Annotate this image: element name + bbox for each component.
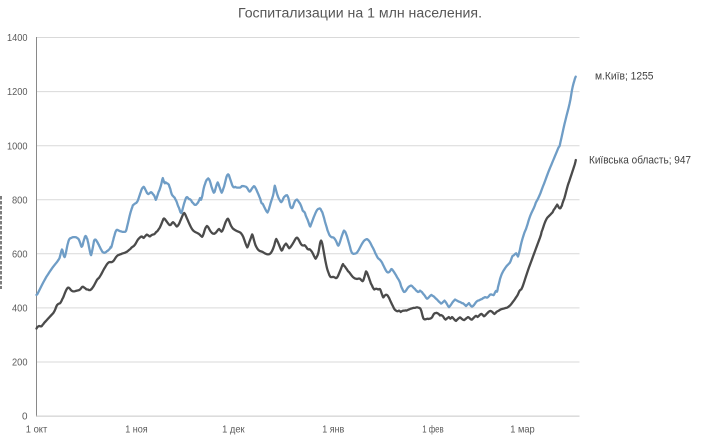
svg-text:м.Київ; 1255: м.Київ; 1255 [595,71,654,83]
svg-text:1200: 1200 [7,86,28,98]
svg-text:200: 200 [12,357,28,369]
svg-text:1000: 1000 [7,140,28,152]
svg-text:1 фев: 1 фев [422,424,444,436]
svg-text:Київська область; 947: Київська область; 947 [589,154,691,166]
svg-text:600: 600 [12,248,28,260]
svg-text:1 мар: 1 мар [510,424,535,436]
svg-text:800: 800 [12,194,28,206]
svg-text:1 ноя: 1 ноя [125,424,148,436]
svg-text:400: 400 [12,303,28,315]
svg-text:1 янв: 1 янв [322,424,344,436]
svg-text:1 окт: 1 окт [26,424,48,436]
svg-text:0: 0 [22,411,28,423]
svg-text:1 дек: 1 дек [222,424,245,436]
svg-text:Госпитализации на 1 млн населе: Госпитализации на 1 млн населения. [238,6,482,21]
svg-text:1400: 1400 [7,32,28,44]
